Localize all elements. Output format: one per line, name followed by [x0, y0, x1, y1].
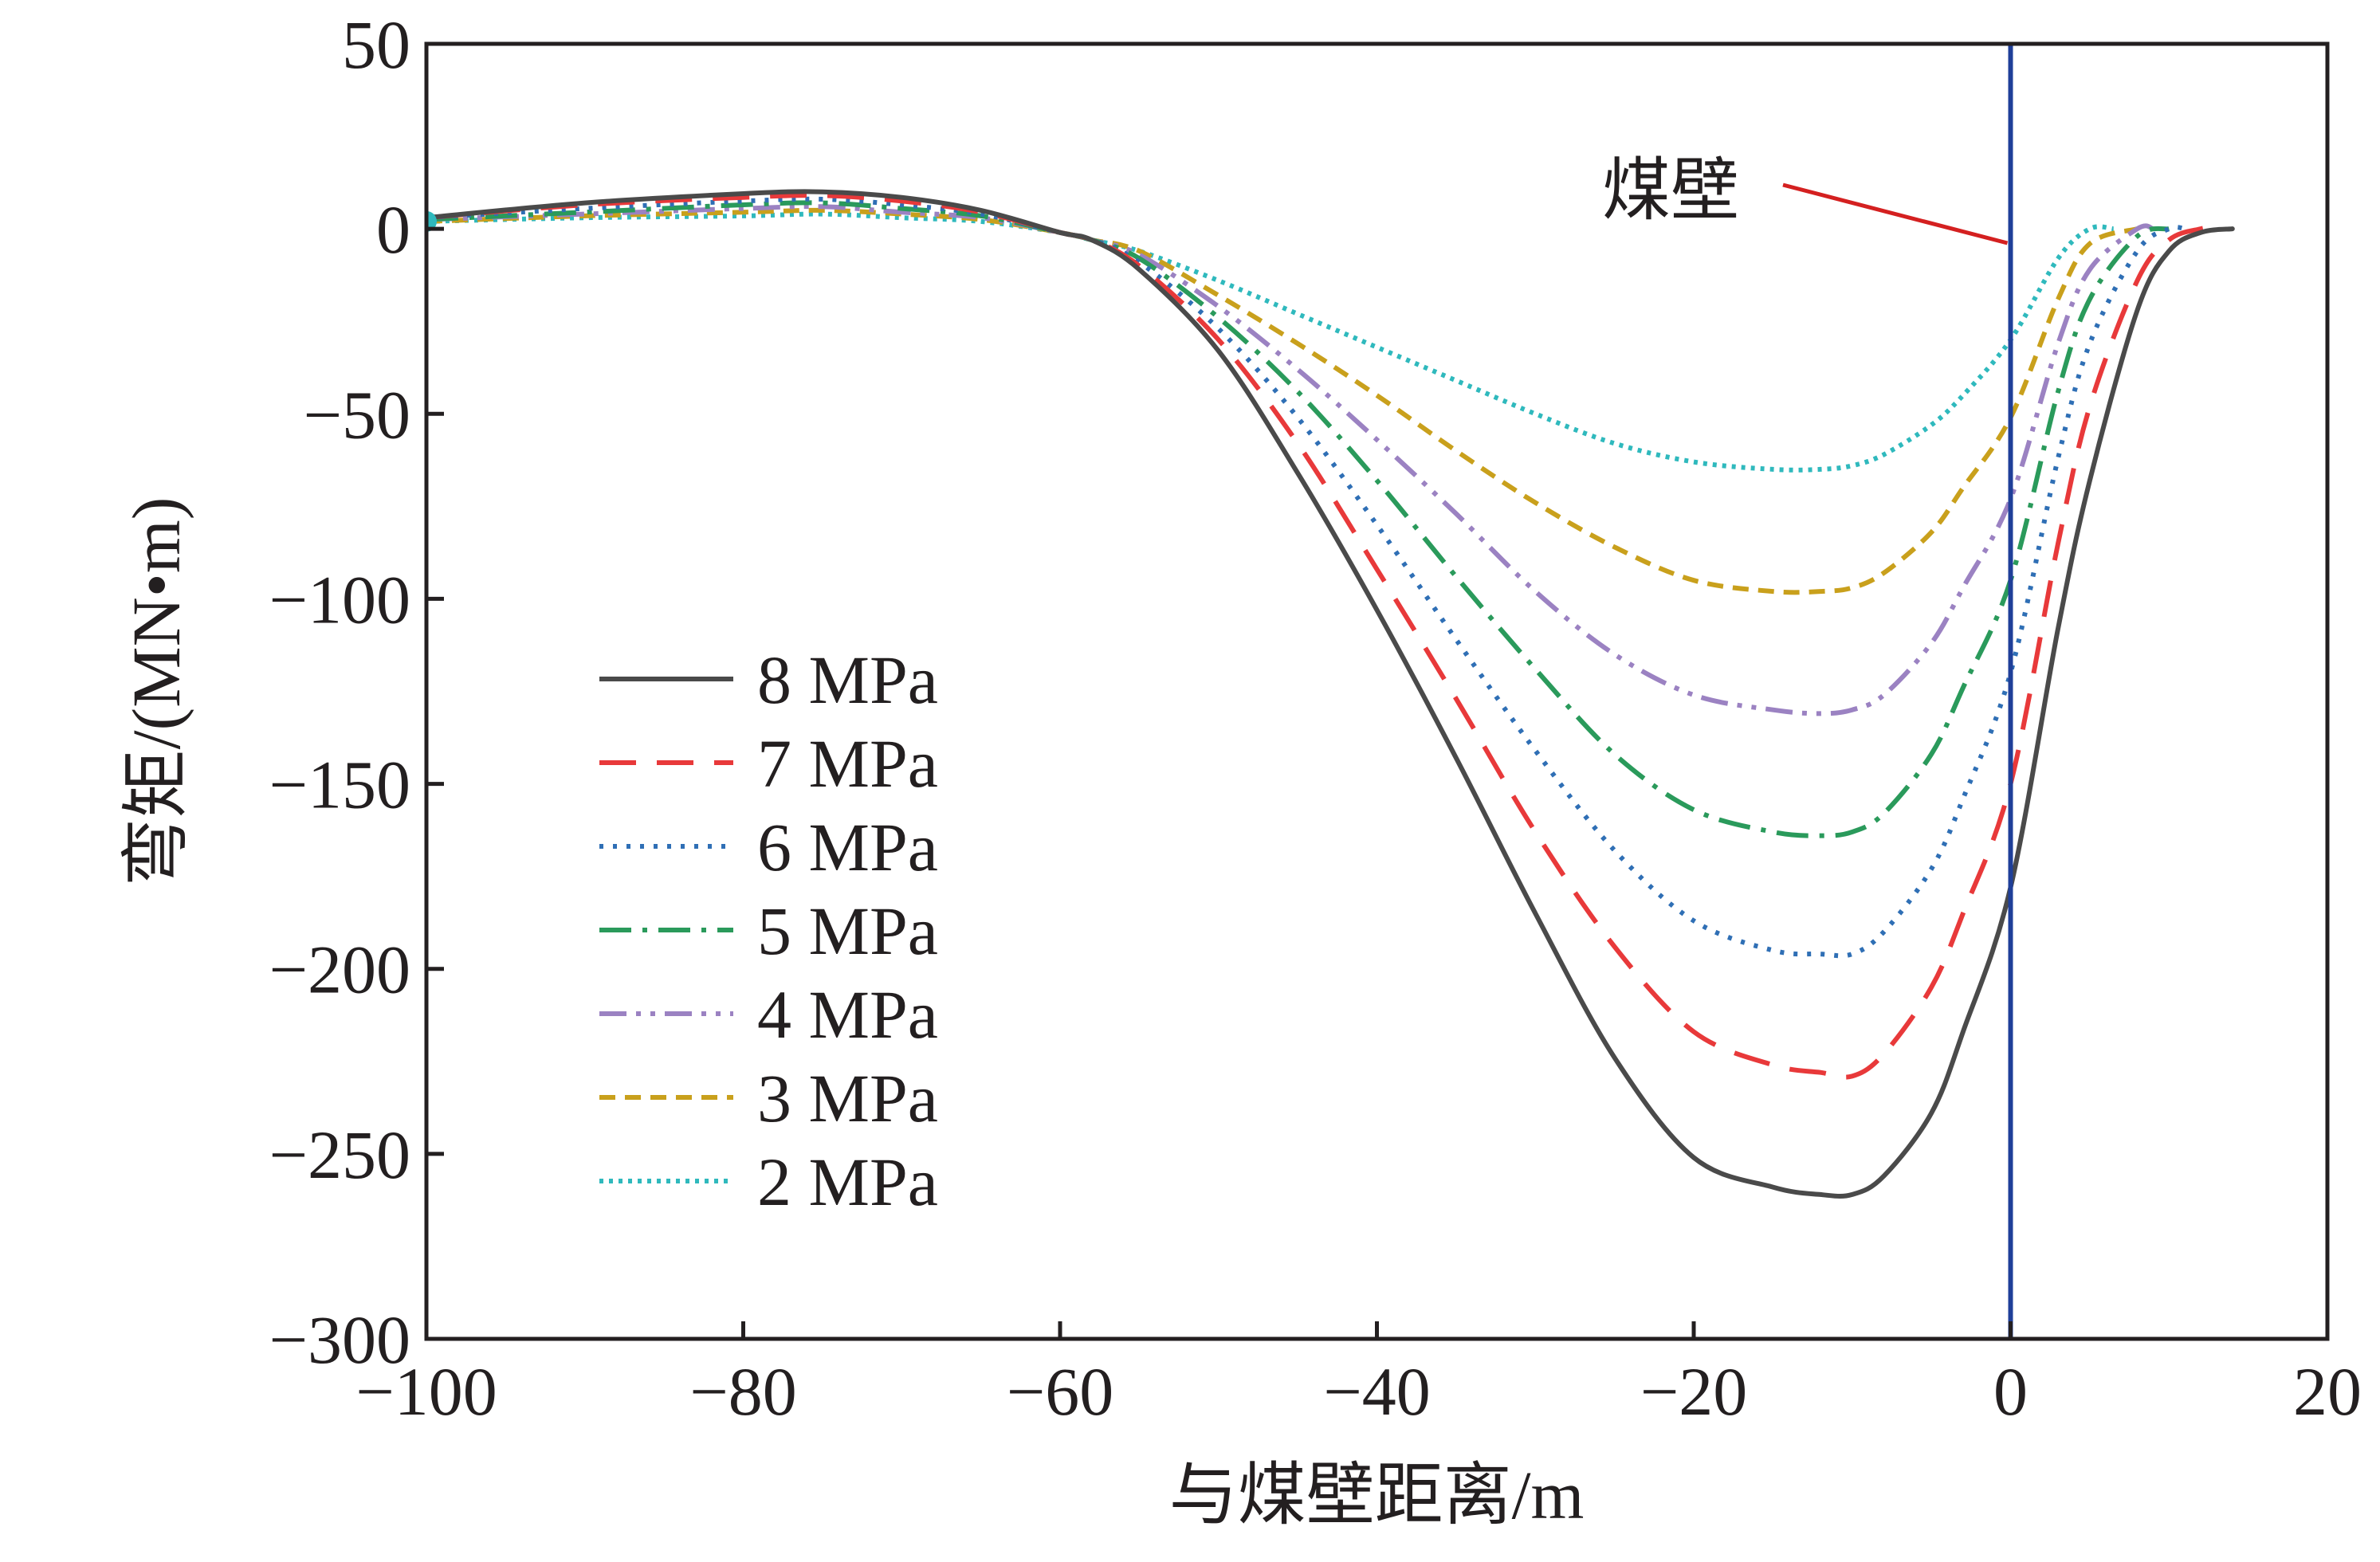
- x-axis-title: 与煤壁距离/m: [1169, 1457, 1585, 1533]
- legend-label: 6 MPa: [757, 809, 938, 885]
- x-tick-label: −100: [355, 1353, 497, 1430]
- series-line-4-mpa: [426, 204, 2154, 716]
- series-line-8-mpa: [426, 189, 2235, 1199]
- legend-label: 5 MPa: [757, 893, 938, 969]
- y-tick-label: −200: [269, 932, 410, 1008]
- start-point-marker: [426, 210, 437, 232]
- legend-label: 3 MPa: [757, 1060, 938, 1136]
- series-line-3-mpa: [426, 207, 2138, 595]
- legend-label: 4 MPa: [757, 976, 938, 1053]
- y-tick-label: −150: [269, 747, 410, 823]
- legend-label: 2 MPa: [757, 1144, 938, 1220]
- series-line-2-mpa: [426, 211, 2115, 473]
- x-tick-label: −20: [1640, 1353, 1748, 1430]
- y-tick-label: 0: [376, 191, 410, 268]
- x-tick-label: −40: [1323, 1353, 1431, 1430]
- y-axis-title: 弯矩/(MN•m): [118, 497, 194, 887]
- coal-wall-annotation: 煤壁: [1602, 152, 1739, 229]
- y-tick-label: −300: [269, 1301, 410, 1378]
- x-tick-label: −60: [1007, 1353, 1114, 1430]
- series-line-5-mpa: [426, 200, 2170, 838]
- x-tick-label: 0: [1993, 1353, 2028, 1430]
- legend-label: 7 MPa: [757, 725, 938, 802]
- x-tick-label: 20: [2293, 1353, 2362, 1430]
- plot-frame: [424, 41, 2330, 1341]
- y-tick-label: −100: [269, 561, 410, 638]
- x-tick-label: −80: [689, 1353, 797, 1430]
- y-tick-label: −50: [303, 376, 410, 453]
- series-line-7-mpa: [426, 193, 2209, 1080]
- legend-label: 8 MPa: [757, 642, 938, 718]
- annotation-leader-line: [1782, 182, 2009, 245]
- y-tick-label: −250: [269, 1117, 410, 1193]
- series-line-6-mpa: [426, 196, 2186, 959]
- y-tick-label: 50: [342, 6, 410, 83]
